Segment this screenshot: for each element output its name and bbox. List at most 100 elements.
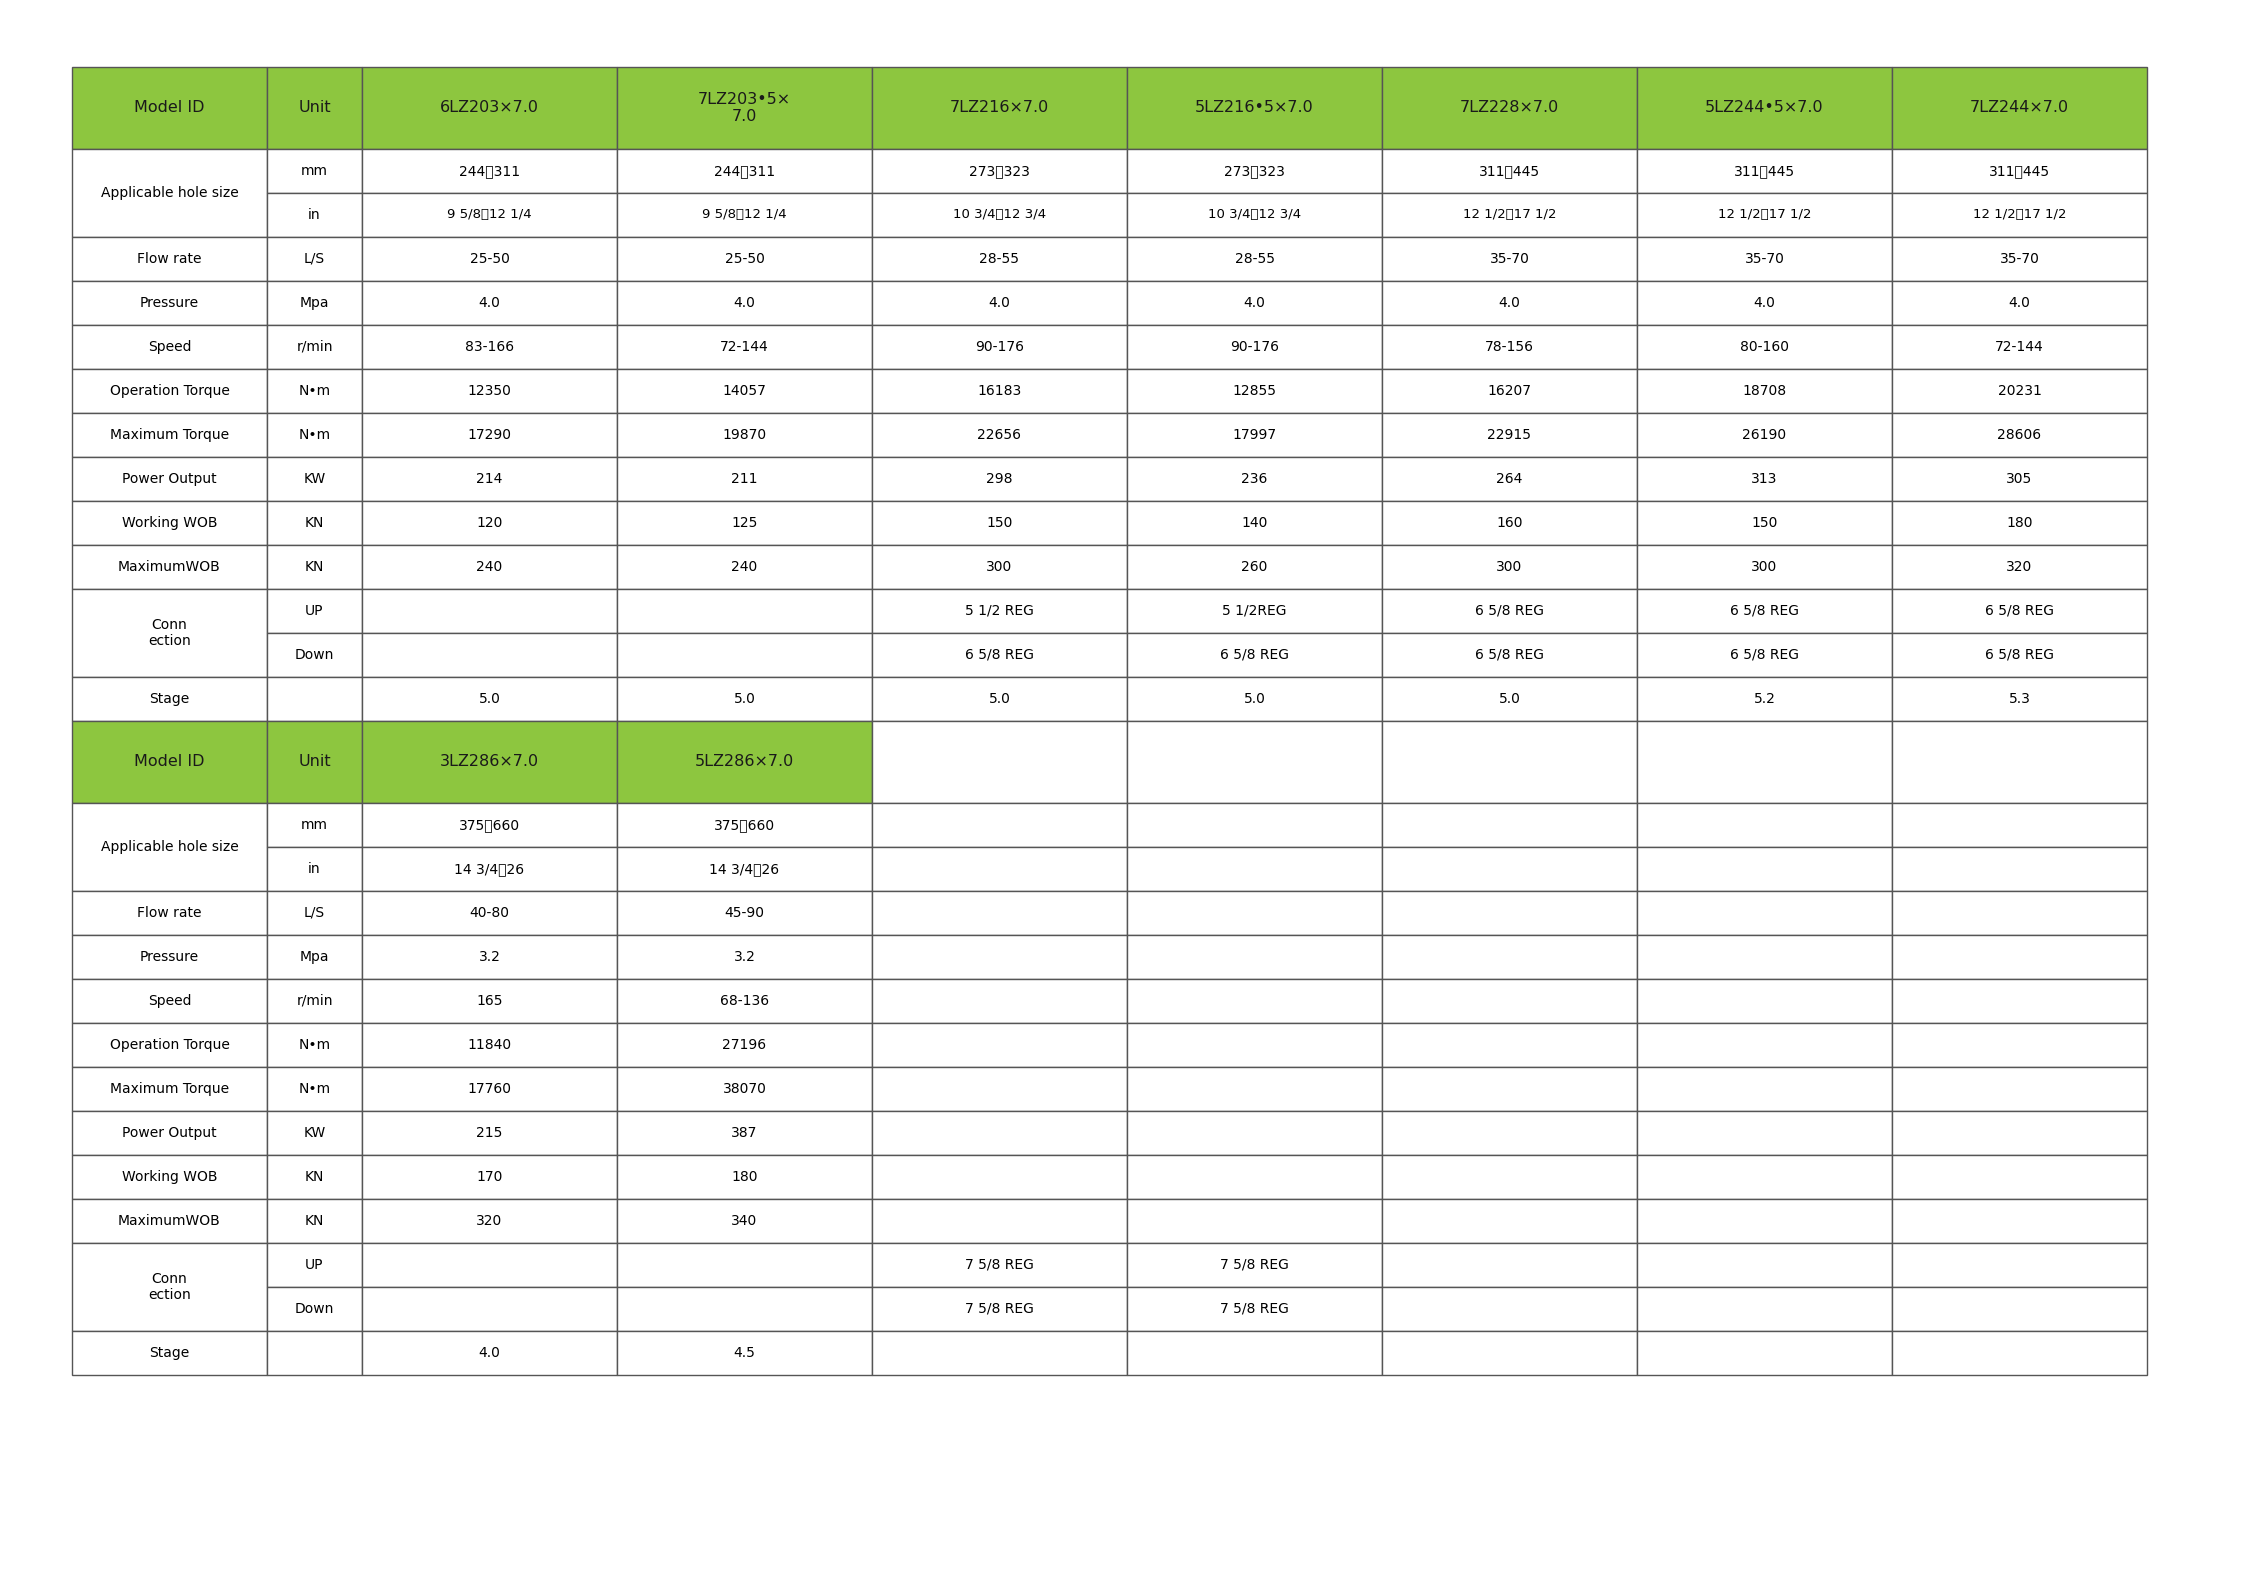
Bar (362, 281, 618, 325)
Bar (1381, 589, 1637, 633)
Bar (1381, 1066, 1637, 1111)
Text: 160: 160 (1496, 516, 1523, 530)
Text: 305: 305 (2006, 471, 2033, 486)
Bar (1637, 979, 1891, 1024)
Text: 150: 150 (986, 516, 1013, 530)
Text: N•m: N•m (299, 384, 330, 398)
Bar (1127, 803, 1381, 847)
Text: 375～660: 375～660 (458, 817, 521, 832)
Text: 4.0: 4.0 (478, 297, 501, 309)
Bar (1891, 1024, 2147, 1066)
Bar (362, 236, 618, 281)
Text: 90-176: 90-176 (1231, 340, 1278, 354)
Text: 6 5/8 REG: 6 5/8 REG (1985, 605, 2055, 617)
Text: 6 5/8 REG: 6 5/8 REG (1476, 605, 1543, 617)
Text: 311～445: 311～445 (1734, 163, 1795, 178)
Bar (871, 720, 1127, 803)
Bar (618, 589, 871, 633)
Bar (72, 1243, 267, 1331)
Bar (871, 589, 1127, 633)
Bar (618, 457, 871, 501)
Text: 180: 180 (732, 1170, 757, 1184)
Bar (267, 1200, 362, 1243)
Bar (1127, 589, 1381, 633)
Bar (871, 678, 1127, 720)
Bar (1381, 1243, 1637, 1287)
Text: Unit: Unit (299, 754, 330, 770)
Text: 18708: 18708 (1743, 384, 1786, 398)
Bar (1891, 935, 2147, 979)
Bar (1127, 1200, 1381, 1243)
Text: 17760: 17760 (467, 1082, 512, 1097)
Bar (1127, 544, 1381, 589)
Bar (72, 236, 267, 281)
Text: 6 5/8 REG: 6 5/8 REG (1729, 605, 1799, 617)
Text: 4.0: 4.0 (2008, 297, 2030, 309)
Text: Model ID: Model ID (135, 754, 204, 770)
Text: Applicable hole size: Applicable hole size (101, 840, 238, 854)
Bar (1637, 847, 1891, 890)
Text: 140: 140 (1242, 516, 1267, 530)
Bar (1891, 325, 2147, 370)
Bar (871, 1024, 1127, 1066)
Bar (871, 1155, 1127, 1200)
Text: 45-90: 45-90 (725, 906, 764, 920)
Text: 240: 240 (476, 560, 503, 574)
Text: 22915: 22915 (1487, 428, 1532, 443)
Bar (72, 325, 267, 370)
Bar (1891, 847, 2147, 890)
Bar (871, 457, 1127, 501)
Text: Flow rate: Flow rate (137, 906, 202, 920)
Bar (1637, 413, 1891, 457)
Bar (72, 1200, 267, 1243)
Bar (72, 678, 267, 720)
Bar (618, 847, 871, 890)
Bar (1127, 194, 1381, 236)
Bar (871, 1066, 1127, 1111)
Bar (871, 890, 1127, 935)
Bar (72, 1111, 267, 1155)
Bar (1127, 678, 1381, 720)
Text: 83-166: 83-166 (465, 340, 514, 354)
Text: 9 5/8～12 1/4: 9 5/8～12 1/4 (447, 208, 532, 222)
Text: r/min: r/min (296, 340, 332, 354)
Bar (1381, 1111, 1637, 1155)
Text: 17997: 17997 (1233, 428, 1276, 443)
Text: 273～323: 273～323 (1224, 163, 1285, 178)
Bar (267, 890, 362, 935)
Bar (1891, 67, 2147, 149)
Text: 14 3/4～26: 14 3/4～26 (710, 862, 779, 876)
Bar (267, 720, 362, 803)
Bar (267, 979, 362, 1024)
Bar (362, 194, 618, 236)
Bar (1637, 1287, 1891, 1331)
Text: N•m: N•m (299, 1038, 330, 1052)
Text: 35-70: 35-70 (1745, 252, 1783, 267)
Text: Model ID: Model ID (135, 100, 204, 116)
Text: MaximumWOB: MaximumWOB (119, 1214, 220, 1228)
Bar (618, 979, 871, 1024)
Bar (871, 1111, 1127, 1155)
Bar (618, 678, 871, 720)
Bar (1381, 678, 1637, 720)
Bar (1891, 544, 2147, 589)
Bar (72, 1024, 267, 1066)
Text: 16183: 16183 (977, 384, 1022, 398)
Bar (362, 325, 618, 370)
Text: 4.0: 4.0 (478, 1346, 501, 1360)
Text: 12855: 12855 (1233, 384, 1276, 398)
Text: 5LZ244•5×7.0: 5LZ244•5×7.0 (1705, 100, 1824, 116)
Text: 68-136: 68-136 (721, 993, 768, 1008)
Text: UP: UP (305, 605, 323, 617)
Text: 165: 165 (476, 993, 503, 1008)
Bar (1637, 457, 1891, 501)
Bar (267, 1155, 362, 1200)
Text: KW: KW (303, 471, 326, 486)
Text: 6LZ203×7.0: 6LZ203×7.0 (440, 100, 539, 116)
Bar (267, 589, 362, 633)
Bar (618, 281, 871, 325)
Text: Speed: Speed (148, 340, 191, 354)
Bar (362, 589, 618, 633)
Bar (1127, 67, 1381, 149)
Bar (871, 935, 1127, 979)
